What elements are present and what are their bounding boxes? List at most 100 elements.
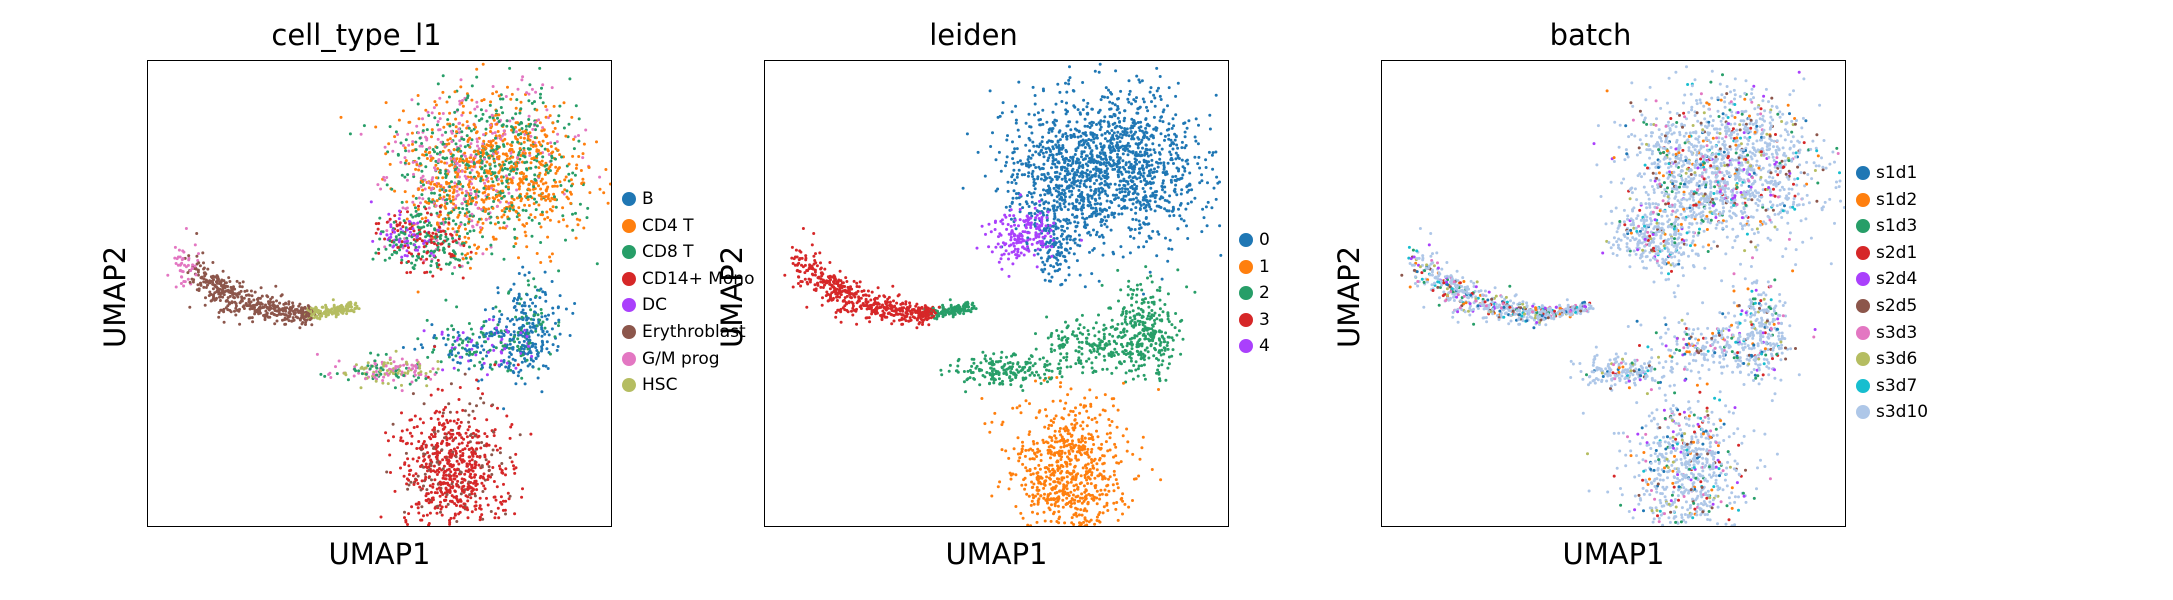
scatter-point: [446, 461, 450, 465]
scatter-point: [503, 137, 507, 141]
scatter-point: [474, 479, 478, 483]
scatter-point: [444, 262, 448, 266]
scatter-point: [274, 284, 278, 288]
scatter-point: [504, 467, 508, 471]
scatter-point: [440, 330, 444, 334]
scatter-point: [492, 148, 495, 152]
scatter-point: [509, 288, 513, 292]
scatter-point: [525, 131, 528, 135]
scatter-point: [445, 100, 449, 104]
scatter-point: [1108, 157, 1112, 161]
scatter-point: [450, 346, 454, 350]
scatter-point: [424, 494, 428, 498]
scatter-point: [452, 190, 456, 194]
scatter-point: [1129, 130, 1133, 134]
scatter-point: [531, 322, 535, 326]
scatter-point: [525, 337, 529, 341]
scatter-point: [1034, 166, 1038, 169]
scatter-point: [468, 197, 472, 201]
scatter-point: [231, 291, 235, 295]
scatter-point: [448, 185, 452, 189]
scatter-point: [495, 90, 498, 94]
scatter-point: [462, 198, 466, 202]
scatter-point: [1133, 191, 1136, 195]
scatter-point: [1153, 175, 1157, 179]
scatter-point: [525, 335, 529, 338]
scatter-point: [473, 364, 476, 368]
scatter-point: [465, 435, 469, 439]
scatter-point: [504, 174, 508, 178]
scatter-point: [436, 387, 440, 391]
scatter-point: [394, 238, 398, 242]
scatter-point: [488, 162, 492, 166]
scatter-point: [457, 343, 461, 347]
scatter-point: [410, 235, 414, 239]
scatter-point: [466, 261, 470, 265]
scatter-point: [417, 204, 420, 208]
scatter-point: [460, 154, 463, 158]
scatter-point: [403, 237, 407, 241]
scatter-point: [420, 479, 424, 483]
scatter-point: [1110, 129, 1114, 132]
scatter-point: [414, 502, 418, 506]
scatter-point: [1030, 172, 1034, 176]
scatter-point: [414, 472, 418, 476]
scatter-point: [228, 294, 232, 298]
scatter-point: [451, 240, 455, 244]
scatter-point: [519, 136, 523, 140]
scatter-point: [550, 196, 554, 200]
scatter-point: [518, 111, 522, 115]
scatter-point: [1097, 175, 1101, 179]
scatter-point: [536, 313, 540, 317]
scatter-point: [455, 338, 459, 342]
scatter-point: [516, 331, 520, 335]
scatter-point: [474, 192, 478, 196]
scatter-point: [374, 379, 378, 383]
scatter-point: [488, 365, 492, 369]
scatter-point: [534, 120, 537, 124]
scatter-point: [451, 198, 455, 202]
scatter-point: [423, 458, 427, 462]
scatter-point: [1158, 157, 1162, 161]
scatter-point: [435, 442, 439, 445]
scatter-point: [348, 132, 352, 136]
scatter-point: [263, 318, 267, 322]
scatter-point: [467, 322, 471, 325]
scatter-point: [396, 371, 400, 375]
scatter-point: [546, 185, 550, 189]
scatter-point: [538, 96, 542, 100]
scatter-point: [547, 116, 550, 120]
scatter-point: [406, 243, 410, 247]
scatter-point: [462, 244, 466, 248]
scatter-point: [499, 500, 503, 504]
scatter-point: [446, 138, 450, 142]
scatter-point: [403, 161, 407, 165]
scatter-point: [466, 94, 470, 98]
scatter-point: [379, 366, 383, 370]
scatter-point: [428, 435, 431, 439]
scatter-point: [544, 299, 548, 303]
scatter-point: [1174, 174, 1178, 178]
scatter-point: [1095, 123, 1098, 126]
scatter-point: [1148, 270, 1152, 274]
scatter-point: [442, 471, 446, 475]
scatter-point: [1107, 88, 1110, 92]
scatter-point: [273, 322, 277, 326]
scatter-point: [1212, 186, 1216, 190]
scatter-point: [571, 311, 575, 315]
scatter-point: [455, 185, 459, 189]
scatter-point: [1113, 103, 1117, 107]
scatter-point: [430, 241, 434, 244]
scatter-point: [389, 370, 393, 374]
scatter-point: [387, 142, 391, 146]
scatter-point: [577, 139, 581, 143]
scatter-point: [459, 85, 463, 89]
scatter-point: [505, 180, 509, 184]
scatter-point: [1112, 112, 1116, 116]
scatter-point: [222, 310, 226, 314]
scatter-point: [478, 161, 482, 165]
scatter-point: [534, 178, 538, 182]
scatter-point: [1174, 151, 1178, 155]
scatter-point: [481, 366, 484, 369]
scatter-point: [436, 228, 440, 232]
